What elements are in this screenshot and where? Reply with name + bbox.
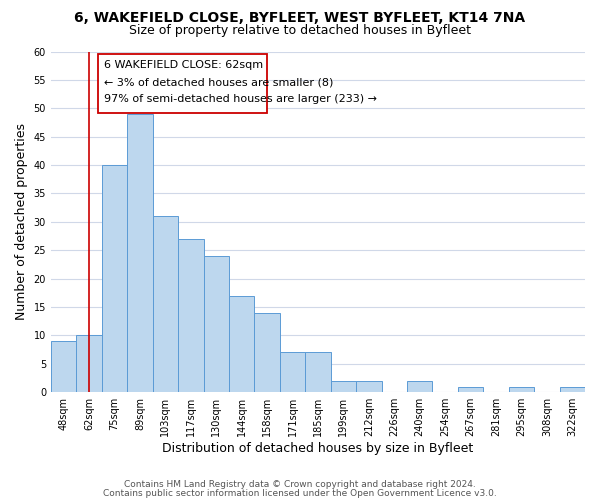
Bar	[407, 381, 433, 392]
Bar	[152, 216, 178, 392]
Bar	[560, 386, 585, 392]
Text: Size of property relative to detached houses in Byfleet: Size of property relative to detached ho…	[129, 24, 471, 37]
FancyBboxPatch shape	[98, 54, 267, 113]
Text: Contains HM Land Registry data © Crown copyright and database right 2024.: Contains HM Land Registry data © Crown c…	[124, 480, 476, 489]
Bar	[76, 336, 102, 392]
Text: ← 3% of detached houses are smaller (8): ← 3% of detached houses are smaller (8)	[104, 77, 334, 87]
Bar	[331, 381, 356, 392]
Text: 6 WAKEFIELD CLOSE: 62sqm: 6 WAKEFIELD CLOSE: 62sqm	[104, 60, 263, 70]
X-axis label: Distribution of detached houses by size in Byfleet: Distribution of detached houses by size …	[163, 442, 473, 455]
Bar	[356, 381, 382, 392]
Bar	[102, 165, 127, 392]
Bar	[127, 114, 152, 392]
Text: 97% of semi-detached houses are larger (233) →: 97% of semi-detached houses are larger (…	[104, 94, 377, 104]
Y-axis label: Number of detached properties: Number of detached properties	[15, 124, 28, 320]
Bar	[509, 386, 534, 392]
Bar	[178, 239, 203, 392]
Bar	[51, 341, 76, 392]
Text: 6, WAKEFIELD CLOSE, BYFLEET, WEST BYFLEET, KT14 7NA: 6, WAKEFIELD CLOSE, BYFLEET, WEST BYFLEE…	[74, 12, 526, 26]
Bar	[458, 386, 483, 392]
Bar	[203, 256, 229, 392]
Bar	[305, 352, 331, 392]
Bar	[280, 352, 305, 392]
Bar	[254, 312, 280, 392]
Bar	[229, 296, 254, 392]
Text: Contains public sector information licensed under the Open Government Licence v3: Contains public sector information licen…	[103, 488, 497, 498]
